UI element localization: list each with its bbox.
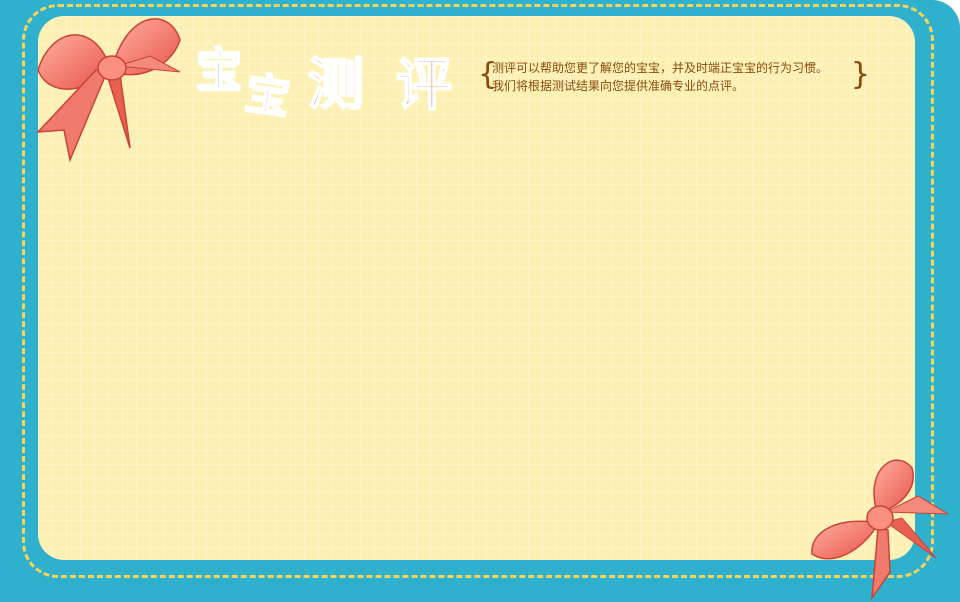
ribbon-bow-icon [36,18,181,163]
left-brace-icon: { [478,57,498,92]
description-line-1: 测评可以帮助您更了解您的宝宝，并及时端正宝宝的行为习惯。 [492,61,829,75]
description-line-2: 我们将根据测试结果向您提供准确专业的点评。 [492,79,745,93]
title-char-bao-2: 宝 [241,67,294,126]
title-char-ping: 评 [395,52,453,119]
ribbon-bow-icon [811,459,950,601]
dashed-border [22,4,934,578]
right-brace-icon: } [850,57,870,92]
description: { 测评可以帮助您更了解您的宝宝，并及时端正宝宝的行为习惯。 我们将根据测试结果… [478,58,870,94]
title-char-ce: 测 [307,52,365,119]
content-panel [38,16,915,560]
title-char-bao-1: 宝 [195,42,243,98]
page-title: 宝 宝 测 评 [195,34,466,126]
description-lines: 测评可以帮助您更了解您的宝宝，并及时端正宝宝的行为习惯。 我们将根据测试结果向您… [492,59,828,95]
